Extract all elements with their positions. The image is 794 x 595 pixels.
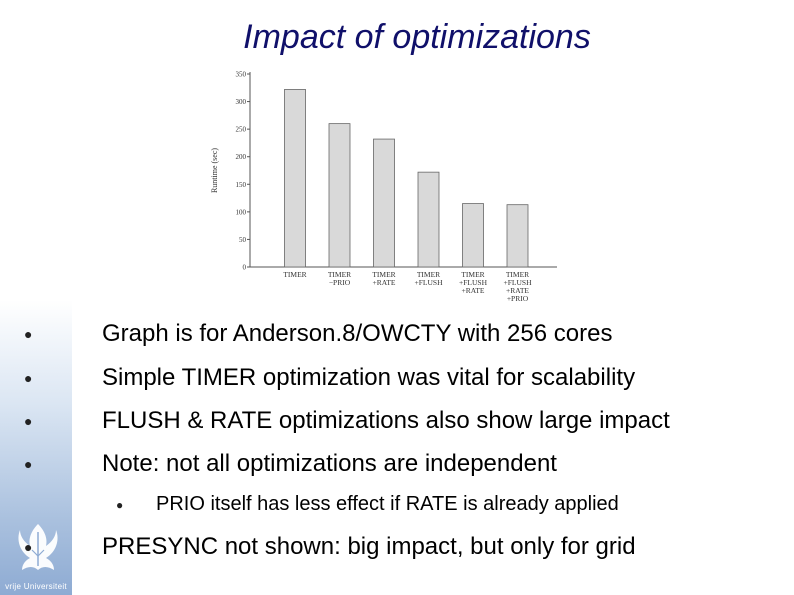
x-tick-label: +FLUSH [415,278,444,287]
x-tick-label: TIMER [506,270,529,279]
bar [462,203,484,268]
bullet-item: ● Simple TIMER optimization was vital fo… [24,364,635,392]
bullet-item: ● PRESYNC not shown: big impact, but onl… [24,533,636,561]
x-tick-label: TIMER [372,270,395,279]
bullet-text: PRESYNC not shown: big impact, but only … [102,533,636,560]
y-tick-label: 0 [243,264,247,272]
bullet-text: Note: not all optimizations are independ… [102,450,557,477]
x-tick-label: +RATE [373,278,396,287]
sub-bullet-item: ● PRIO itself has less effect if RATE is… [116,493,619,516]
x-tick-label: TIMER [328,270,351,279]
bullet-item: ● Graph is for Anderson.8/OWCTY with 256… [24,320,612,348]
x-tick-label: TIMER [417,270,440,279]
x-tick-label: TIMER [461,270,484,279]
y-axis-label: Runtime (sec) [210,148,219,193]
bar [506,204,529,268]
y-tick-label: 200 [236,153,247,161]
university-logo-icon [18,524,58,570]
y-tick-label: 100 [236,208,247,216]
bullet-dot: ● [24,413,33,429]
bullet-item: ● FLUSH & RATE optimizations also show l… [24,407,670,435]
sub-bullet-text: PRIO itself has less effect if RATE is a… [156,493,619,515]
runtime-bar-chart: 0 50 100 150 200 250 300 350 Runtime (sec) TIMER T… [210,71,557,303]
y-tick-label: 300 [236,98,247,106]
bullet-text: Simple TIMER optimization was vital for … [102,364,636,391]
x-tick-label: +RATE [506,286,529,295]
bullet-dot: ● [116,497,124,512]
bar [373,138,395,268]
y-tick-label: 350 [236,71,247,79]
x-tick-label: TIMER [283,270,306,279]
bullet-item: ● Note: not all optimizations are indepe… [24,450,557,478]
y-tick-label: 50 [239,236,247,244]
slide-title: Impact of optimizations [243,18,591,56]
x-tick-label: +FLUSH [459,278,488,287]
bullet-text: Graph is for Anderson.8/OWCTY with 256 c… [102,320,613,347]
x-tick-label: +RATE [462,286,485,295]
bullet-dot: ● [24,326,33,342]
bullet-dot: ● [24,456,33,472]
bar [284,89,306,268]
y-tick-label: 250 [236,126,247,134]
x-tick-label: +PRIO [507,294,529,303]
y-tick-label: 150 [236,181,247,189]
x-tick-label: +FLUSH [504,278,533,287]
bullet-text: FLUSH & RATE optimizations also show lar… [102,407,670,434]
bullet-list: ● Graph is for Anderson.8/OWCTY with 256… [24,0,794,595]
x-tick-label: −PRIO [329,278,351,287]
bullet-dot: ● [24,539,33,555]
bullet-dot: ● [24,370,33,386]
bar [417,171,440,268]
logo-text: vrije Universiteit [5,582,67,591]
bar [328,123,351,268]
